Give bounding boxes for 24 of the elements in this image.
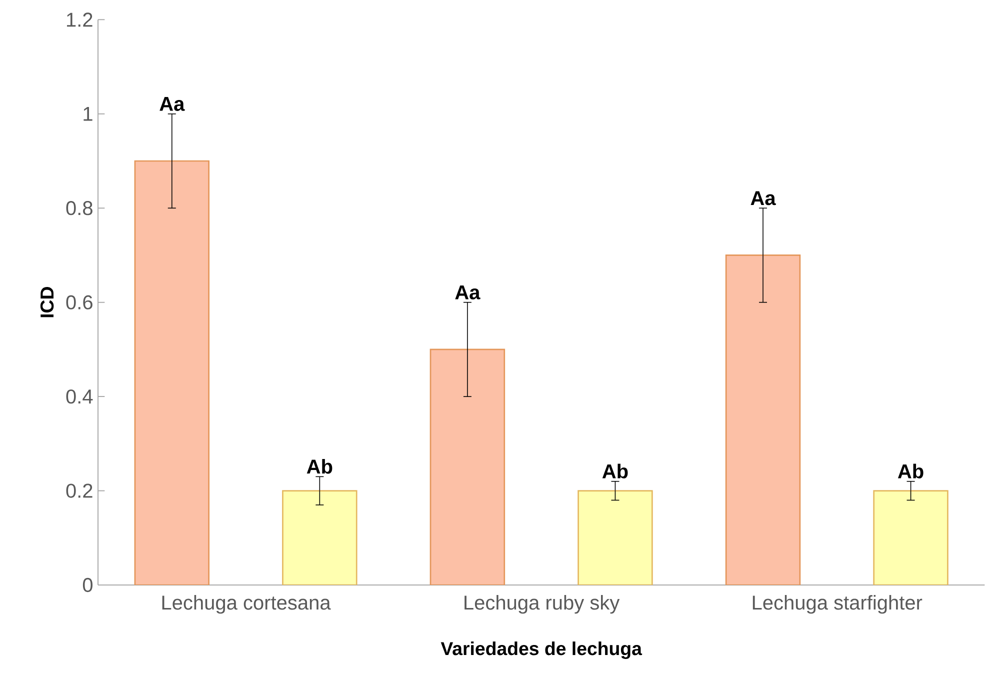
annotation: Aa — [750, 191, 776, 206]
x-tick-label: Lechuga starfighter — [752, 595, 922, 614]
y-tick-label: 0.6 — [66, 295, 92, 310]
bar — [134, 160, 210, 585]
x-tick-label: Lechuga cortesana — [162, 595, 331, 614]
bar — [578, 490, 653, 585]
annotation: Aa — [160, 97, 185, 111]
y-tick-label: 0.8 — [66, 201, 92, 216]
annotation: Ab — [602, 464, 628, 478]
y-axis-title: ICD — [40, 287, 54, 318]
y-tick-label: 0 — [82, 578, 92, 592]
annotation: Ab — [898, 464, 924, 478]
x-tick-label: Lechuga ruby sky — [464, 595, 620, 614]
annotation: Ab — [306, 459, 332, 474]
y-tick-label: 1.2 — [67, 12, 92, 27]
annotation: Aa — [455, 285, 480, 300]
bar — [873, 490, 948, 585]
bar — [282, 490, 358, 585]
x-axis-title: Variedades de lechuga — [440, 642, 642, 659]
bar — [430, 348, 506, 585]
bar — [725, 254, 801, 585]
y-tick-label: 1 — [84, 107, 92, 121]
y-tick-label: 0.4 — [66, 389, 93, 404]
y-tick-label: 0.2 — [66, 484, 92, 498]
